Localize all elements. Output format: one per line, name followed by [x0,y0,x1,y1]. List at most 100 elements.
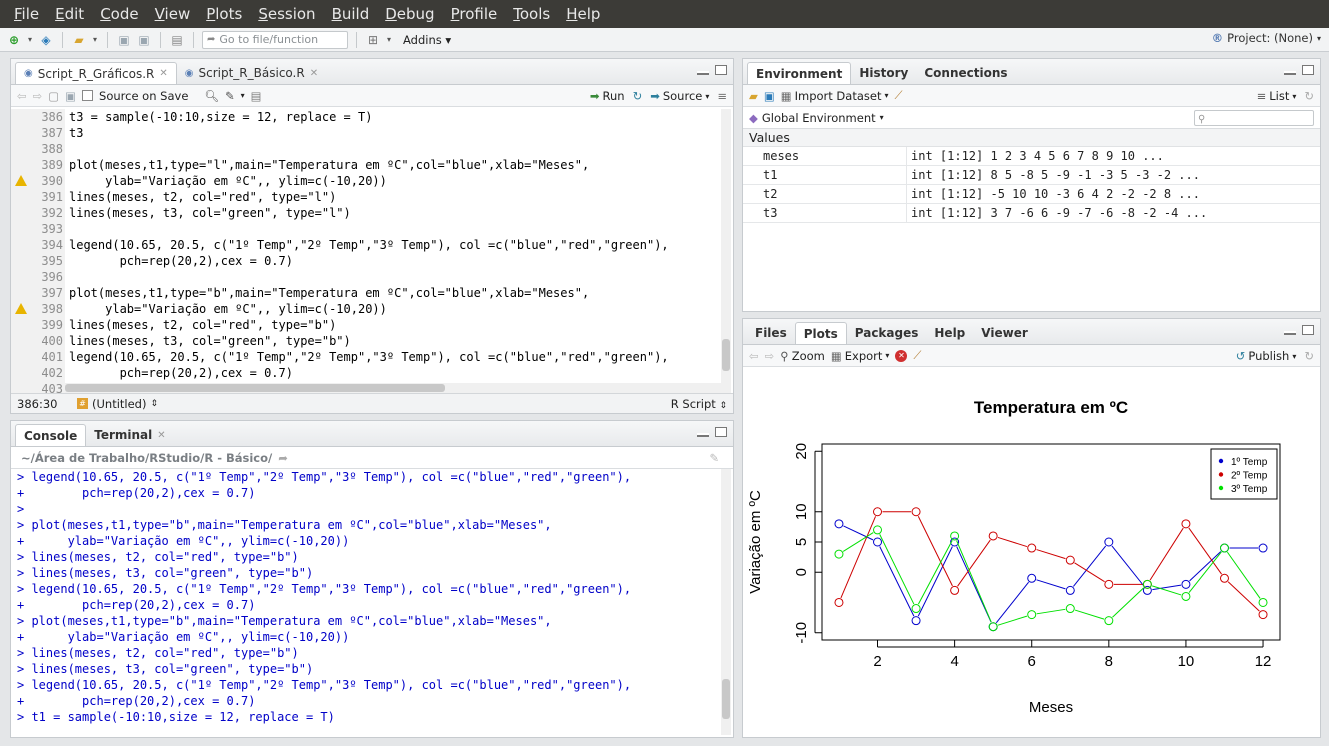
code-line[interactable]: 394 legend(10.65, 20.5, c("1º Temp","2º T… [11,237,723,253]
load-workspace-icon[interactable]: ▰ [749,88,758,103]
environment-row[interactable]: t3 int [1:12] 3 7 -6 6 -9 -7 -6 -8 -2 -4 … [743,204,1320,223]
menu-plots[interactable]: Plots [206,5,243,23]
maximize-icon[interactable] [715,427,727,437]
environment-scope-selector[interactable]: ◆ Global Environment ▾ [749,111,884,125]
code-line[interactable]: 396 [11,269,723,285]
new-file-icon[interactable]: ⊕ [8,32,20,47]
tab-script-r-basico[interactable]: ◉ Script_R_Básico.R ✕ [177,62,326,84]
vertical-scrollbar[interactable] [721,469,731,735]
code-line[interactable]: 395 pch=rep(20,2),cex = 0.7) [11,253,723,269]
previous-plot-icon[interactable]: ⇦ [749,348,759,363]
print-icon[interactable]: ▤ [171,32,183,47]
save-all-icon[interactable]: ▣ [138,32,150,47]
back-arrow-icon[interactable]: ⇦ [17,88,27,103]
go-to-file-input[interactable]: ➦ Go to file/function [202,30,348,49]
tab-connections[interactable]: Connections [916,62,1015,84]
minimize-icon[interactable] [697,433,709,437]
tab-history[interactable]: History [851,62,916,84]
clear-console-icon[interactable]: ✎ [709,450,719,465]
code-line[interactable]: 403 [11,381,723,393]
list-view-button[interactable]: ≡ List ▾ [1257,89,1297,103]
close-icon[interactable]: ✕ [309,67,319,79]
console-output[interactable]: > legend(10.65, 20.5, c("1º Temp","2º Te… [11,469,723,735]
code-line[interactable]: 400 lines(meses, t3, col="green", type="b… [11,333,723,349]
compile-report-icon[interactable]: ▤ [250,88,262,103]
menu-session[interactable]: Session [258,5,316,23]
save-icon[interactable]: ▣ [118,32,130,47]
scrollbar-thumb[interactable] [65,384,445,392]
source-on-save-checkbox[interactable] [82,90,94,101]
code-line[interactable]: 389 plot(meses,t1,type="l",main="Temperat… [11,157,723,173]
show-in-window-icon[interactable]: ▢ [48,88,60,103]
go-to-directory-icon[interactable]: ➦ [278,450,288,465]
import-dataset-button[interactable]: ▦ Import Dataset ▾ [781,89,889,103]
menu-build[interactable]: Build [331,5,370,23]
environment-row[interactable]: meses int [1:12] 1 2 3 4 5 6 7 8 9 10 ... [743,147,1320,166]
code-line[interactable]: 401 legend(10.65, 20.5, c("1º Temp","2º T… [11,349,723,365]
tab-packages[interactable]: Packages [847,322,927,344]
maximize-icon[interactable] [1302,325,1314,335]
code-line[interactable]: 391 lines(meses, t2, col="red", type="l") [11,189,723,205]
code-line[interactable]: 397 plot(meses,t1,type="b",main="Temperat… [11,285,723,301]
code-line[interactable]: 387 t3 [11,125,723,141]
open-file-icon[interactable]: ▰ [74,32,84,47]
close-icon[interactable]: ✕ [159,68,168,79]
dropdown-arrow-icon[interactable]: ▾ [92,34,97,44]
tab-viewer[interactable]: Viewer [973,322,1035,344]
maximize-icon[interactable] [715,65,727,75]
rerun-icon[interactable]: ↻ [632,89,643,103]
broom-icon[interactable]: ⟋ [913,348,922,362]
warning-icon[interactable] [15,303,27,314]
menu-tools[interactable]: Tools [513,5,551,23]
menu-help[interactable]: Help [566,5,601,23]
menu-code[interactable]: Code [100,5,139,23]
project-menu[interactable]: ® Project: (None) ▾ [1212,31,1321,45]
save-workspace-icon[interactable]: ▣ [763,88,775,103]
magic-wand-icon[interactable]: ✎ [225,88,235,103]
maximize-icon[interactable] [1302,65,1314,75]
menu-debug[interactable]: Debug [385,5,435,23]
tab-environment[interactable]: Environment [747,62,852,84]
close-icon[interactable]: ✕ [157,429,166,441]
remove-plot-icon[interactable]: ✕ [895,349,908,362]
environment-row[interactable]: t1 int [1:12] 8 5 -8 5 -9 -1 -3 5 -3 -2 .… [743,166,1320,185]
source-button[interactable]: ➡ Source ▾ [650,89,709,103]
forward-arrow-icon[interactable]: ⇨ [32,88,43,103]
scope-selector[interactable]: # (Untitled) ⇕ [77,397,158,411]
run-button[interactable]: ➡ Run [590,89,625,103]
code-line[interactable]: 402 pch=rep(20,2),cex = 0.7) [11,365,723,381]
environment-row[interactable]: t2 int [1:12] -5 10 10 -3 6 4 2 -2 -2 8 .… [743,185,1320,204]
refresh-icon[interactable]: ↻ [1304,89,1314,103]
zoom-button[interactable]: ⚲ Zoom [780,349,825,363]
refresh-icon[interactable]: ↻ [1304,349,1314,363]
outline-icon[interactable]: ≡ [717,89,727,103]
tab-script-r-graficos[interactable]: ◉ Script_R_Gráficos.R ✕ [15,62,177,84]
grid-layout-icon[interactable]: ⊞ [367,32,379,47]
addins-menu[interactable]: Addins ▾ [403,32,452,47]
code-line[interactable]: 393 [11,221,723,237]
tab-console[interactable]: Console [15,424,87,446]
code-line[interactable]: 388 [11,141,723,157]
minimize-icon[interactable] [697,71,709,75]
next-plot-icon[interactable]: ⇨ [764,348,775,363]
tab-help[interactable]: Help [926,322,973,344]
dropdown-arrow-icon[interactable]: ▾ [386,34,391,44]
minimize-icon[interactable] [1284,71,1296,75]
menu-file[interactable]: File [14,5,40,23]
file-type-selector[interactable]: R Script ⇕ [671,397,727,411]
code-line[interactable]: 399 lines(meses, t2, col="red", type="b") [11,317,723,333]
publish-button[interactable]: ↺ Publish ▾ [1236,349,1297,363]
code-line[interactable]: 392 lines(meses, t3, col="green", type="l… [11,205,723,221]
minimize-icon[interactable] [1284,331,1296,335]
code-area[interactable]: 386 t3 = sample(-10:10,size = 12, replace… [11,109,723,393]
warning-icon[interactable] [15,175,27,186]
tab-files[interactable]: Files [747,322,795,344]
broom-icon[interactable]: ⟋ [894,88,903,102]
horizontal-scrollbar[interactable] [65,383,721,393]
code-line[interactable]: 398 ylab="Variação em ºC",, ylim=c(-10,2… [11,301,723,317]
dropdown-arrow-icon[interactable]: ▾ [27,34,32,44]
new-project-icon[interactable]: ◈ [41,32,51,47]
code-line[interactable]: 390 ylab="Variação em ºC",, ylim=c(-10,2… [11,173,723,189]
scrollbar-thumb[interactable] [722,679,730,719]
vertical-scrollbar[interactable] [721,109,731,393]
